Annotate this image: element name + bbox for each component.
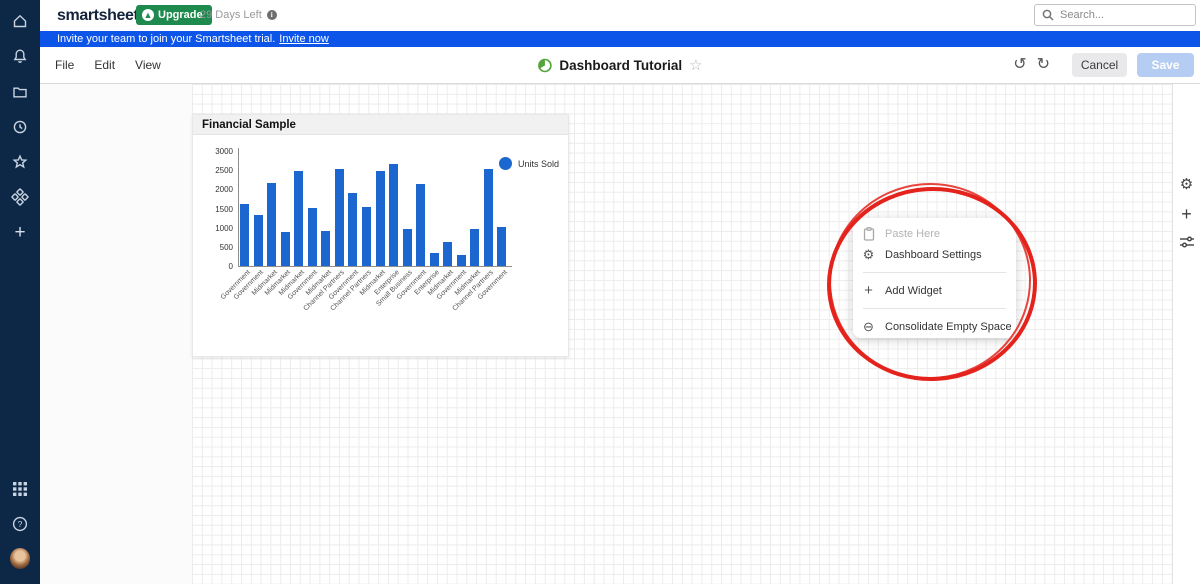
y-tick-label: 0: [228, 262, 233, 271]
y-tick-label: 1500: [215, 204, 233, 214]
undo-icon[interactable]: ↺: [1013, 56, 1027, 73]
y-tick-label: 500: [219, 242, 233, 252]
page-title: Dashboard Tutorial: [559, 57, 683, 73]
bar: [280, 231, 290, 266]
bar: [334, 169, 344, 266]
info-icon[interactable]: i: [266, 10, 277, 20]
account-avatar[interactable]: [10, 547, 30, 569]
top-header-bar: smartsheet ▲ Upgrade 29 Days Left i: [40, 0, 1200, 31]
y-axis-line: [238, 148, 239, 267]
svg-text:?: ?: [18, 519, 23, 529]
bar: [375, 171, 385, 266]
bar: [307, 208, 317, 266]
upgrade-button[interactable]: ▲ Upgrade: [136, 5, 212, 25]
dashboard-pie-icon: [538, 58, 552, 72]
bar: [429, 252, 439, 266]
legend-marker-units-sold: [499, 157, 512, 170]
bell-icon[interactable]: [10, 46, 30, 66]
bar: [348, 193, 358, 266]
bar: [416, 183, 426, 266]
cancel-button[interactable]: Cancel: [1072, 53, 1127, 77]
menu-item-dashboard-settings[interactable]: ⚙ Dashboard Settings: [862, 247, 982, 262]
menu-edit[interactable]: Edit: [94, 58, 116, 72]
trial-invite-banner: Invite your team to join your Smartsheet…: [40, 31, 1200, 47]
solution-center-icon[interactable]: [10, 187, 30, 207]
minus-circle-icon: ⊖: [863, 319, 874, 334]
help-icon[interactable]: ?: [10, 514, 30, 534]
bar: [456, 254, 466, 266]
x-axis-line: [238, 266, 512, 267]
invite-now-link[interactable]: Invite now: [279, 33, 329, 45]
menu-view[interactable]: View: [135, 58, 161, 72]
right-tool-rail: ⚙ +: [1172, 84, 1200, 584]
y-tick-label: 3000: [215, 147, 233, 156]
y-tick-label: 2000: [215, 185, 233, 195]
y-tick-label: 1000: [215, 223, 233, 233]
redo-icon[interactable]: ↻: [1036, 56, 1050, 73]
bar: [321, 230, 331, 266]
chart-widget-financial-sample[interactable]: Financial Sample Units Sold 0 500 1000 1500…: [192, 114, 569, 357]
menu-item-add-widget[interactable]: + Add Widget: [853, 280, 1016, 301]
bar: [389, 163, 399, 266]
legend-label: Units Sold: [518, 159, 560, 169]
settings-gear-icon[interactable]: ⚙: [1179, 176, 1194, 193]
widget-header: Financial Sample: [193, 115, 568, 135]
favorite-star-icon[interactable]: ☆: [689, 56, 703, 74]
toolbar-actions: ↺ ↻ Cancel Save: [1013, 47, 1194, 83]
add-widget-plus-icon[interactable]: +: [1181, 204, 1192, 224]
search-box[interactable]: [1034, 4, 1196, 26]
bar: [253, 215, 263, 266]
menu-divider: [863, 308, 1006, 309]
favorites-star-icon[interactable]: [10, 152, 30, 172]
widget-title: Financial Sample: [202, 118, 296, 131]
menu-divider: [863, 272, 1006, 273]
bar: [443, 242, 453, 266]
create-plus-icon[interactable]: +: [14, 221, 26, 243]
bar: [483, 169, 493, 266]
menu-item-consolidate-empty-space[interactable]: ⊖ Consolidate Empty Space: [853, 316, 1016, 337]
filter-sliders-icon[interactable]: [1179, 236, 1195, 248]
bar: [361, 206, 371, 266]
menu-bar: File Edit View: [55, 47, 161, 83]
banner-message: Invite your team to join your Smartsheet…: [57, 33, 276, 45]
app-launcher-grid-icon[interactable]: [10, 479, 30, 499]
recents-clock-icon[interactable]: [10, 117, 30, 137]
canvas-context-menu: Paste Here ⚙ Dashboard Settings + Add Wi…: [853, 218, 1016, 338]
bar: [470, 228, 480, 266]
clipboard-icon: [861, 226, 876, 241]
editor-toolbar: File Edit View Dashboard Tutorial ☆ ↺ ↻ …: [40, 47, 1200, 84]
bar: [402, 229, 412, 266]
search-input[interactable]: [1060, 9, 1188, 21]
bar: [294, 171, 304, 266]
smartsheet-logo[interactable]: smartsheet: [57, 7, 139, 24]
menu-file[interactable]: File: [55, 58, 75, 72]
upgrade-arrow-icon: ▲: [142, 9, 154, 21]
menu-item-paste-here: Paste Here: [853, 223, 1016, 244]
bar: [240, 203, 249, 266]
bar: [267, 182, 277, 266]
bar: [497, 227, 507, 266]
dashboard-title-group: Dashboard Tutorial ☆: [537, 47, 703, 83]
save-button[interactable]: Save: [1137, 53, 1194, 77]
plus-icon: +: [864, 282, 873, 299]
left-nav-sidebar: + ?: [0, 0, 40, 584]
y-tick-label: 2500: [215, 166, 233, 176]
gear-icon: ⚙: [862, 247, 875, 262]
search-icon: [1042, 9, 1054, 21]
trial-days-left: 29 Days Left i: [200, 9, 277, 21]
folder-icon[interactable]: [10, 82, 30, 102]
home-icon[interactable]: [10, 11, 30, 31]
canvas-left-margin: [40, 84, 192, 584]
